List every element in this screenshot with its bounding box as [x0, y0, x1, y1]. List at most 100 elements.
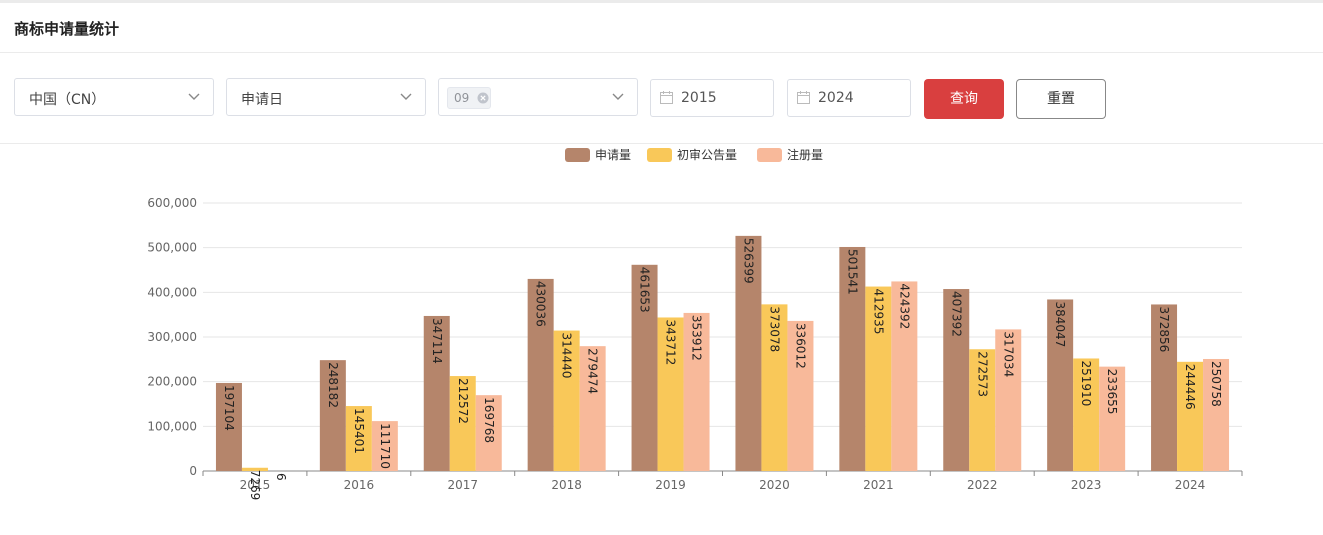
end-year-picker[interactable]: 2024	[787, 79, 911, 117]
bar	[579, 346, 606, 471]
data-label: 412935	[871, 289, 885, 335]
legend-label: 注册量	[787, 147, 823, 162]
bar	[527, 278, 554, 471]
calendar-icon	[660, 91, 673, 104]
data-label: 244446	[1183, 364, 1197, 410]
data-label: 250758	[1209, 361, 1223, 407]
data-label: 343712	[664, 319, 678, 365]
y-tick-label: 300,000	[147, 330, 197, 344]
bar	[319, 360, 346, 471]
data-label: 233655	[1105, 369, 1119, 415]
chevron-down-icon	[188, 93, 200, 100]
legend-swatch	[565, 148, 590, 162]
reset-button[interactable]: 重置	[1016, 79, 1106, 119]
x-tick-label: 2016	[344, 478, 375, 492]
page-title: 商标申请量统计	[14, 20, 120, 38]
country-select[interactable]: 中国（CN）	[14, 78, 214, 116]
end-year-value: 2024	[818, 90, 854, 106]
data-label: 169768	[482, 397, 496, 443]
bar	[787, 320, 814, 471]
legend-label: 申请量	[595, 148, 631, 162]
start-year-picker[interactable]: 2015	[650, 79, 774, 117]
data-label: 526399	[741, 238, 755, 284]
data-label: 407392	[949, 291, 963, 337]
data-label: 314440	[560, 333, 574, 379]
x-tick-label: 2021	[863, 478, 894, 492]
legend-swatch	[757, 148, 782, 162]
x-tick-label: 2019	[655, 478, 686, 492]
y-tick-label: 400,000	[147, 285, 197, 299]
bar	[553, 330, 580, 471]
date-type-select[interactable]: 申请日	[226, 78, 426, 116]
bar	[345, 406, 372, 471]
bar	[1203, 358, 1230, 471]
calendar-icon	[797, 91, 810, 104]
data-label: 373078	[767, 306, 781, 352]
bar	[943, 289, 970, 471]
bar	[423, 315, 450, 471]
bar	[371, 421, 398, 471]
bar	[1177, 361, 1204, 471]
chevron-down-icon	[612, 93, 624, 100]
data-label: 111710	[378, 423, 392, 469]
bar	[241, 467, 268, 471]
data-label: 317034	[1001, 331, 1015, 377]
bar	[865, 286, 892, 471]
bar	[761, 304, 788, 471]
date-type-select-value: 申请日	[241, 92, 283, 108]
data-label: 384047	[1053, 301, 1067, 347]
data-label: 336012	[793, 323, 807, 369]
chevron-down-icon	[400, 93, 412, 100]
x-tick-label: 2022	[967, 478, 998, 492]
y-tick-label: 100,000	[147, 419, 197, 433]
data-label: 6	[274, 473, 288, 481]
y-tick-label: 600,000	[147, 196, 197, 210]
start-year-value: 2015	[681, 90, 717, 106]
data-label: 279474	[586, 348, 600, 394]
bar	[839, 246, 866, 471]
data-label: 430036	[534, 281, 548, 327]
data-label: 7269	[248, 470, 262, 501]
bar	[969, 349, 996, 471]
data-label: 248182	[326, 362, 340, 408]
bar	[215, 382, 242, 471]
y-tick-label: 0	[189, 464, 197, 478]
bar	[475, 395, 502, 471]
data-label: 353912	[690, 315, 704, 361]
bar	[631, 264, 658, 471]
filter-divider	[0, 143, 1323, 144]
x-tick-label: 2017	[447, 478, 478, 492]
top-border	[0, 0, 1323, 3]
data-label: 372856	[1157, 306, 1171, 352]
country-select-value: 中国（CN）	[29, 92, 106, 108]
data-label: 501541	[845, 249, 859, 295]
x-tick-label: 2023	[1071, 478, 1102, 492]
data-label: 347114	[430, 318, 444, 364]
query-button[interactable]: 查询	[924, 79, 1004, 119]
bar	[449, 376, 476, 471]
data-label: 272573	[975, 351, 989, 397]
header-divider	[0, 52, 1323, 53]
data-label: 145401	[352, 408, 366, 454]
class-multi-select[interactable]: 09	[438, 78, 638, 116]
x-tick-label: 2015	[240, 478, 271, 492]
close-icon[interactable]	[477, 92, 489, 104]
data-label: 212572	[456, 378, 470, 424]
bar	[735, 235, 762, 471]
bar	[995, 329, 1022, 471]
x-tick-label: 2018	[551, 478, 582, 492]
class-tag-label: 09	[454, 91, 470, 105]
bar	[1073, 358, 1100, 471]
bar	[891, 281, 918, 471]
data-label: 251910	[1079, 360, 1093, 406]
x-tick-label: 2020	[759, 478, 790, 492]
x-tick-label: 2024	[1175, 478, 1206, 492]
bar	[657, 317, 684, 471]
legend-label: 初审公告量	[677, 147, 737, 162]
bar	[1151, 304, 1178, 471]
bar	[1099, 366, 1126, 471]
bar	[1047, 299, 1074, 471]
data-label: 424392	[897, 283, 911, 329]
data-label: 461653	[638, 267, 652, 313]
